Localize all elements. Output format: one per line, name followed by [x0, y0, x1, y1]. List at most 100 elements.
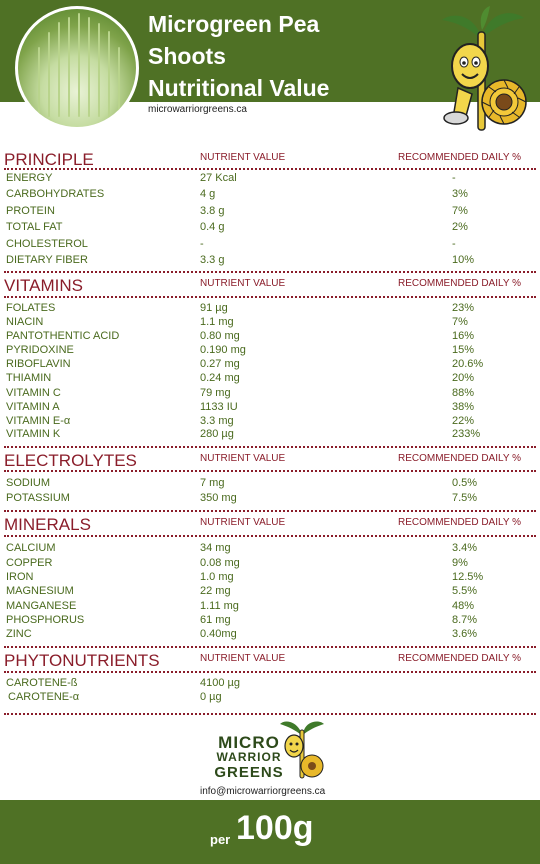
recommended-daily: 15%	[452, 344, 475, 356]
nutrient-value: 0.08 mg	[200, 557, 240, 569]
nutrient-name: NIACIN	[6, 316, 44, 328]
brand-logo-line-1: MICRO	[218, 733, 280, 752]
title-line-2: Shoots	[148, 43, 226, 69]
column-header-nutrient-value: NUTRIENT VALUE	[200, 152, 286, 163]
nutrient-row: CALCIUM 34 mg 3.4%	[0, 542, 540, 557]
nutrient-row: ENERGY 27 Kcal -	[0, 172, 540, 187]
column-header-nutrient-value: NUTRIENT VALUE	[200, 278, 286, 289]
mascot-logo-icon	[442, 6, 527, 131]
nutrient-name: DIETARY FIBER	[6, 254, 88, 266]
nutrient-row: MANGANESE 1.11 mg 48%	[0, 600, 540, 615]
section-header-phytonutrients: PHYTONUTRIENTS NUTRIENT VALUE RECOMMENDE…	[0, 649, 540, 673]
mascot-small-icon	[280, 721, 324, 779]
nutrient-row: THIAMIN 0.24 mg 20%	[0, 372, 540, 387]
nutrient-value: 0.24 mg	[200, 372, 240, 384]
section-header-principle: PRINCIPLE NUTRIENT VALUE RECOMMENDED DAI…	[0, 148, 540, 172]
recommended-daily: 3%	[452, 188, 468, 200]
recommended-daily: 23%	[452, 302, 475, 314]
recommended-daily: 2%	[452, 221, 468, 233]
section-divider	[4, 671, 536, 673]
section-header-minerals: MINERALS NUTRIENT VALUE RECOMMENDED DAIL…	[0, 513, 540, 537]
recommended-daily: 5.5%	[452, 585, 478, 597]
section-divider	[4, 535, 536, 537]
nutrient-value: 0.4 g	[200, 221, 225, 233]
nutrient-value: 280 µg	[200, 428, 234, 440]
nutrient-name: ENERGY	[6, 172, 53, 184]
recommended-daily: 3.4%	[452, 542, 478, 554]
section-divider	[4, 470, 536, 472]
recommended-daily: -	[452, 172, 456, 184]
column-header-recommended: RECOMMENDED DAILY %	[398, 517, 521, 528]
nutrient-row: CAROTENE-ß 4100 µg	[0, 677, 540, 692]
nutrient-name: ZINC	[6, 628, 32, 640]
recommended-daily: 10%	[452, 254, 475, 266]
column-header-recommended: RECOMMENDED DAILY %	[398, 653, 521, 664]
nutrient-row: VITAMIN K 280 µg 233%	[0, 428, 540, 443]
nutrient-value: 27 Kcal	[200, 172, 237, 184]
recommended-daily: 0.5%	[452, 477, 478, 489]
recommended-daily: 48%	[452, 600, 475, 612]
nutrient-name: CHOLESTEROL	[6, 238, 88, 250]
nutrient-row: FOLATES 91 µg 23%	[0, 302, 540, 317]
recommended-daily: 20%	[452, 372, 475, 384]
column-header-nutrient-value: NUTRIENT VALUE	[200, 517, 286, 528]
section-title: ELECTROLYTES	[4, 451, 137, 470]
nutrient-row: VITAMIN C 79 mg 88%	[0, 387, 540, 402]
nutrient-value: 61 mg	[200, 614, 231, 626]
section-title: MINERALS	[4, 515, 91, 534]
nutrient-name: TOTAL FAT	[6, 221, 63, 233]
pea-shoots-photo	[15, 6, 139, 130]
column-header-recommended: RECOMMENDED DAILY %	[398, 152, 521, 163]
column-header-nutrient-value: NUTRIENT VALUE	[200, 453, 286, 464]
nutrient-value: 22 mg	[200, 585, 231, 597]
nutrient-row: PHOSPHORUS 61 mg 8.7%	[0, 614, 540, 629]
nutrient-row: DIETARY FIBER 3.3 g 10%	[0, 254, 540, 269]
recommended-daily: 3.6%	[452, 628, 478, 640]
nutrient-row: ZINC 0.40mg 3.6%	[0, 628, 540, 643]
nutrient-value: 0.27 mg	[200, 358, 240, 370]
column-header-recommended: RECOMMENDED DAILY %	[398, 278, 521, 289]
footer-banner	[0, 800, 540, 864]
nutrient-row: MAGNESIUM 22 mg 5.5%	[0, 585, 540, 600]
section-divider	[4, 296, 536, 298]
nutrient-value: 34 mg	[200, 542, 231, 554]
column-header-nutrient-value: NUTRIENT VALUE	[200, 653, 286, 664]
nutrient-value: 1.11 mg	[200, 600, 239, 612]
nutrient-row: PANTOTHENTIC ACID 0.80 mg 16%	[0, 330, 540, 345]
nutrient-row: PYRIDOXINE 0.190 mg 15%	[0, 344, 540, 359]
website-url: microwarriorgreens.ca	[148, 104, 247, 115]
nutrient-name: VITAMIN K	[6, 428, 61, 440]
brand-logo-line-3: GREENS	[214, 764, 284, 781]
nutrient-row: PROTEIN 3.8 g 7%	[0, 205, 540, 220]
nutrient-name: VITAMIN A	[6, 401, 60, 413]
nutrient-value: 3.3 g	[200, 254, 225, 266]
nutrient-value: 7 mg	[200, 477, 225, 489]
section-divider	[4, 646, 536, 648]
nutrient-value: 350 mg	[200, 492, 237, 504]
nutrient-name: CAROTENE-α	[8, 691, 80, 703]
nutrient-row: SODIUM 7 mg 0.5%	[0, 477, 540, 492]
nutrient-name: COPPER	[6, 557, 53, 569]
nutrient-name: CAROTENE-ß	[6, 677, 78, 689]
recommended-daily: 12.5%	[452, 571, 484, 583]
nutrient-name: POTASSIUM	[6, 492, 70, 504]
recommended-daily: -	[452, 238, 456, 250]
nutrient-name: VITAMIN E-α	[6, 415, 71, 427]
section-divider	[4, 168, 536, 170]
title-line-1: Microgreen Pea	[148, 11, 320, 37]
brand-logo-line-2: WARRIOR	[216, 750, 282, 764]
section-title: PRINCIPLE	[4, 150, 94, 169]
nutrient-value: 1.0 mg	[200, 571, 234, 583]
nutrient-row: RIBOFLAVIN 0.27 mg 20.6%	[0, 358, 540, 373]
nutrient-value: 4 g	[200, 188, 216, 200]
nutrient-value: 79 mg	[200, 387, 231, 399]
nutrient-name: CALCIUM	[6, 542, 56, 554]
nutrient-row: IRON 1.0 mg 12.5%	[0, 571, 540, 586]
nutrient-value: 4100 µg	[200, 677, 240, 689]
nutrient-value: 0 µg	[200, 691, 222, 703]
serving-amount: 100g	[236, 809, 314, 847]
nutrient-name: CARBOHYDRATES	[6, 188, 105, 200]
page-title: Microgreen Pea Shoots Nutritional Value	[148, 8, 388, 104]
serving-per-label: per	[210, 832, 231, 847]
recommended-daily: 8.7%	[452, 614, 478, 626]
